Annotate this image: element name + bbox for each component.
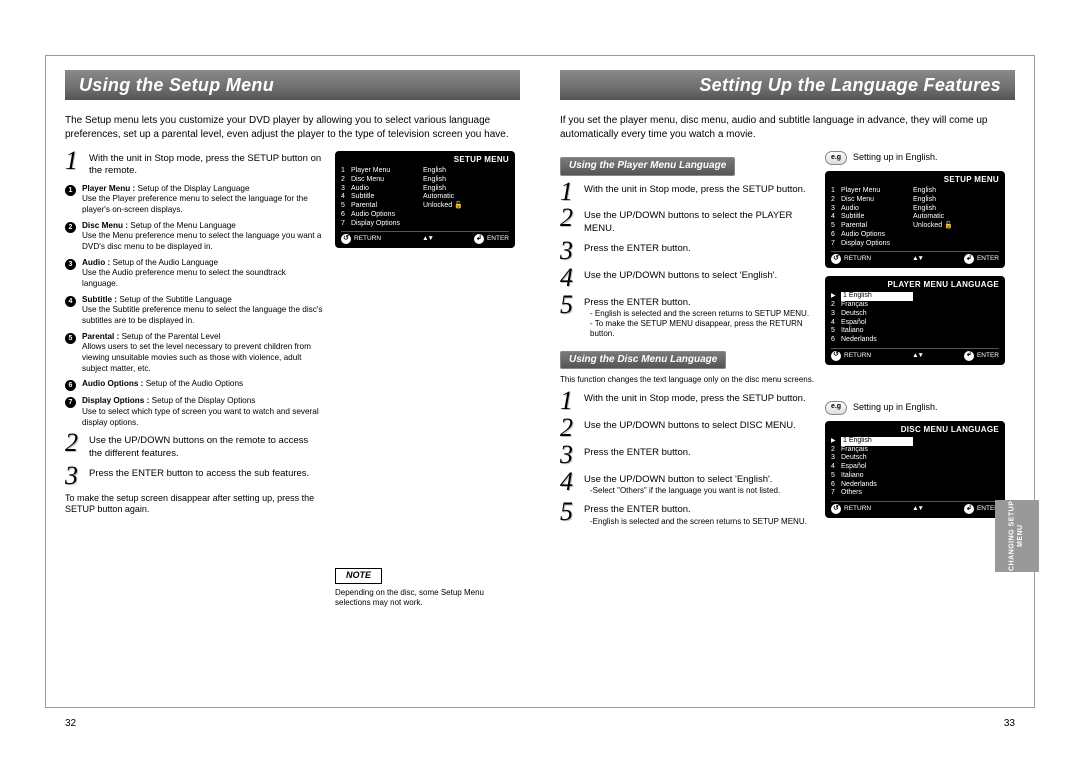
step-num-1: 1 (65, 151, 83, 178)
note-label: NOTE (335, 568, 382, 583)
left-footnote: To make the setup screen disappear after… (65, 493, 323, 516)
right-title: Setting Up the Language Features (560, 70, 1015, 100)
setup-menu-box-left: SETUP MENU 1Player MenuEnglish2Disc Menu… (335, 151, 515, 248)
spread: Using the Setup Menu The Setup menu lets… (65, 70, 1015, 728)
definition-list: 1Player Menu : Setup of the Display Lang… (65, 184, 323, 428)
eg-row-1: e.g Setting up in English. (825, 151, 1015, 165)
page-number-left: 32 (65, 718, 76, 731)
left-intro: The Setup menu lets you customize your D… (65, 114, 520, 141)
side-tab: CHANGING SETUP MENU (995, 500, 1039, 572)
disc-menu-lang-box: DISC MENU LANGUAGE 1 English2Français3De… (825, 421, 1005, 518)
eg-badge: e.g (825, 151, 847, 165)
setup-menu-box-r1: SETUP MENU 1Player MenuEnglish2Disc Menu… (825, 171, 1005, 268)
right-intro: If you set the player menu, disc menu, a… (560, 114, 1015, 141)
left-page: Using the Setup Menu The Setup menu lets… (65, 70, 520, 728)
page-number-right: 33 (1004, 718, 1015, 731)
section-player-menu: Using the Player Menu Language (560, 157, 735, 176)
section-disc-menu: Using the Disc Menu Language (560, 351, 726, 370)
step-1: 1 With the unit in Stop mode, press the … (65, 151, 323, 178)
left-title: Using the Setup Menu (65, 70, 520, 100)
eg-row-2: e.g Setting up in English. (825, 401, 1015, 415)
player-menu-lang-box: PLAYER MENU LANGUAGE 1 English2Français3… (825, 276, 1005, 365)
step-3: 3 Press the ENTER button to access the s… (65, 466, 323, 487)
right-page: Setting Up the Language Features If you … (560, 70, 1015, 728)
step-1-text: With the unit in Stop mode, press the SE… (89, 151, 323, 178)
left-columns: 1 With the unit in Stop mode, press the … (65, 151, 520, 608)
note-text: Depending on the disc, some Setup Menu s… (335, 588, 485, 608)
step-2: 2 Use the UP/DOWN buttons on the remote … (65, 433, 323, 460)
